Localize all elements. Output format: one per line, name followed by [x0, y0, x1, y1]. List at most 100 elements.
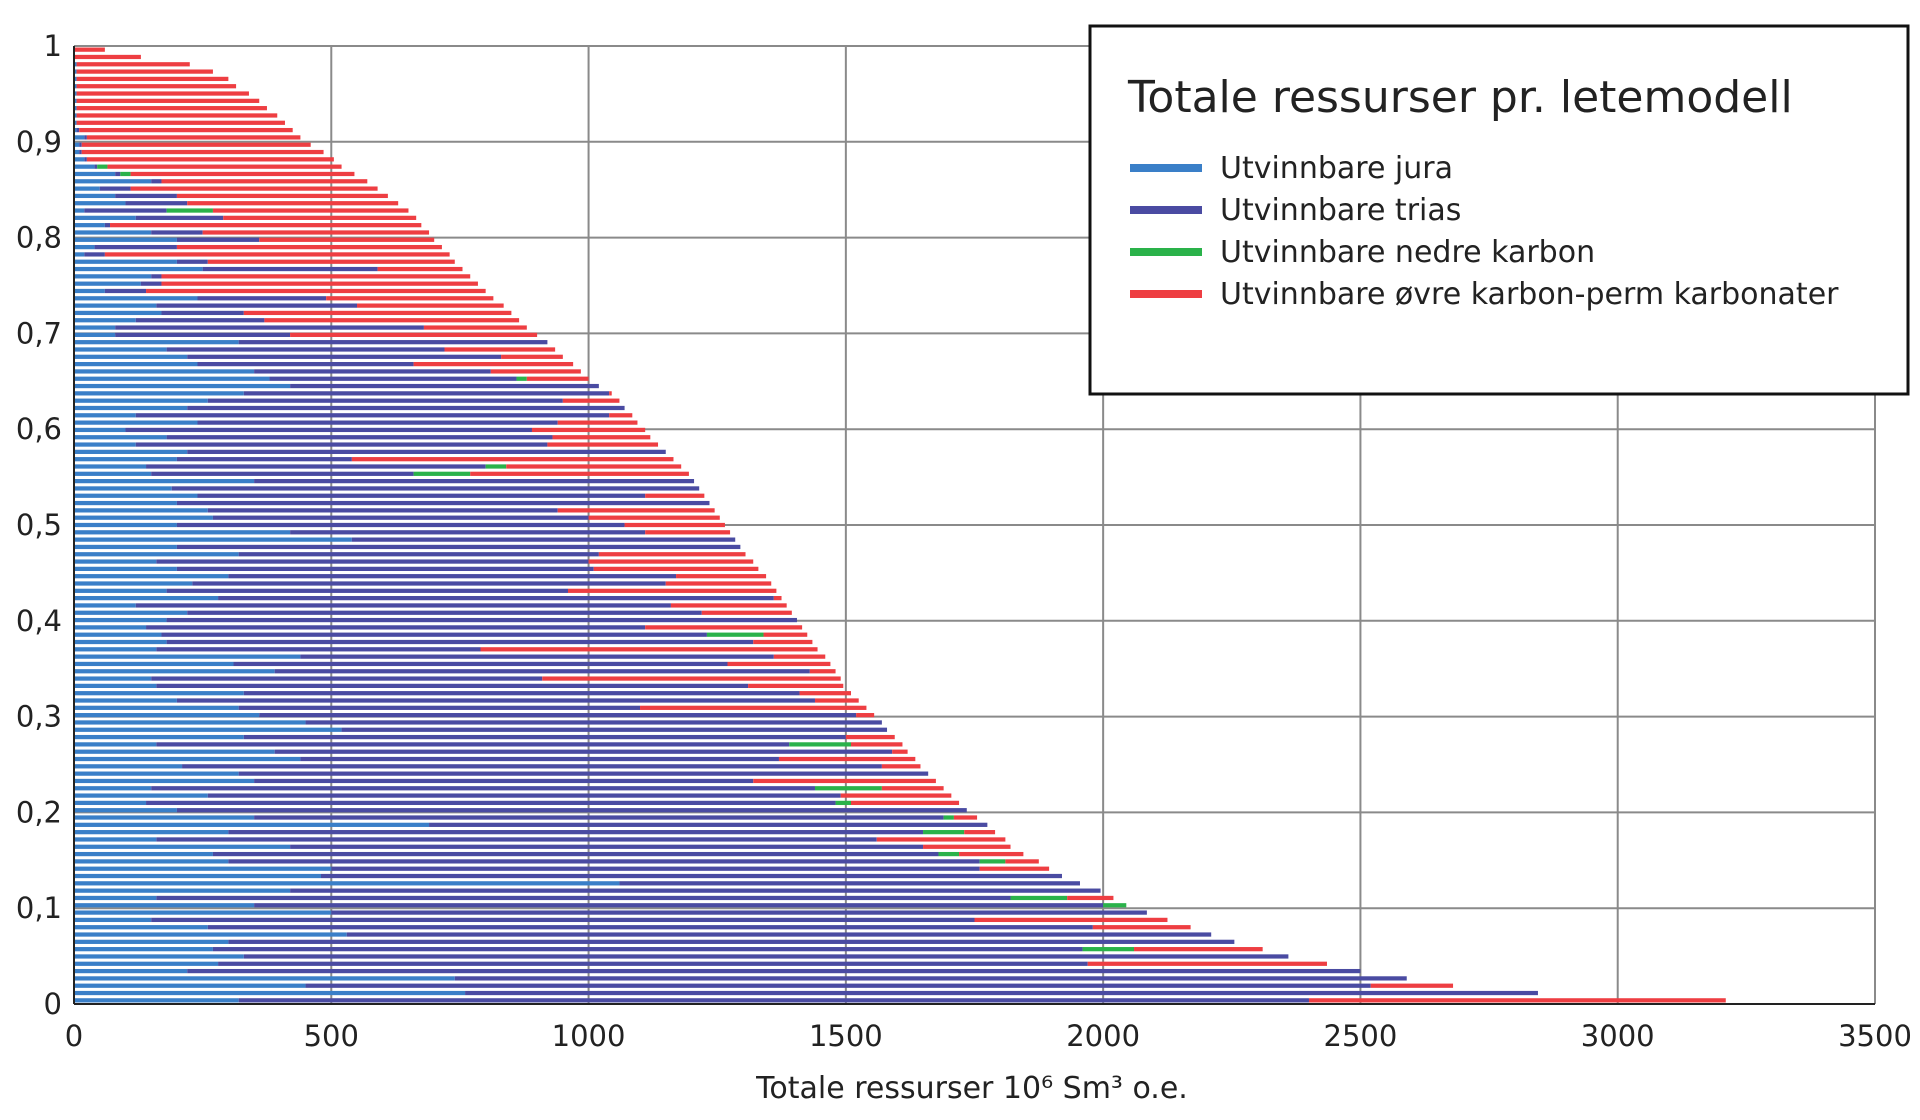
bar-segment-trias — [187, 354, 502, 359]
bar-segment-jura — [74, 493, 198, 498]
bar-segment-ovre-karbon — [552, 435, 651, 440]
bar-segment-jura — [74, 84, 77, 89]
bar-segment-ovre-karbon — [423, 325, 527, 330]
bar-segment-trias — [259, 713, 857, 718]
bar-segment-trias — [192, 581, 666, 586]
bar-segment-jura — [74, 881, 620, 886]
y-tick-label: 0,1 — [16, 891, 62, 925]
bar-segment-ovre-karbon — [212, 208, 409, 213]
bar-segment-jura — [74, 588, 167, 593]
bar-segment-jura — [74, 830, 229, 835]
bar-segment-jura — [74, 793, 208, 798]
bar-segment-trias — [125, 201, 188, 206]
bar-segment-jura — [74, 113, 77, 118]
bar-segment-jura — [74, 413, 136, 418]
bar-segment-trias — [151, 471, 414, 476]
bar-segment-trias — [187, 405, 625, 411]
bar-segment-trias — [135, 442, 548, 447]
bar-segment-jura — [74, 778, 255, 784]
bar-segment-jura — [74, 259, 177, 264]
bar-segment-trias — [156, 742, 790, 747]
bar-segment-jura — [74, 771, 239, 776]
bar-segment-trias — [254, 815, 944, 820]
bar-segment-trias — [207, 398, 563, 403]
bar-segment-ovre-karbon — [588, 515, 720, 520]
bar-segment-jura — [74, 340, 239, 345]
bar-segment-ovre-karbon — [609, 391, 612, 396]
bar-segment-jura — [74, 244, 95, 250]
bar-segment-ovre-karbon — [76, 106, 267, 111]
bar-segment-jura — [74, 457, 177, 462]
bar-segment-trias — [197, 420, 558, 425]
legend: Totale ressurser pr. letemodell Utvinnba… — [1088, 24, 1910, 396]
bar-segment-jura — [74, 471, 152, 476]
bar-segment-trias — [290, 383, 599, 389]
bar-segment-trias — [290, 888, 1101, 893]
bar-segment-jura — [74, 903, 255, 908]
bar-segment-trias — [156, 559, 589, 564]
bar-segment-ovre-karbon — [176, 193, 388, 199]
bar-segment-jura — [74, 435, 167, 440]
bar-segment-nedre-karbon — [97, 164, 108, 169]
bar-segment-ovre-karbon — [557, 420, 638, 425]
bar-segment-jura — [74, 354, 188, 359]
bar-segment-jura — [74, 552, 239, 557]
bar-segment-trias — [171, 486, 700, 491]
bar-segment-jura — [74, 427, 126, 433]
bar-segment-jura — [74, 142, 80, 147]
bar-segment-ovre-karbon — [840, 793, 952, 798]
bar-segment-jura — [74, 669, 275, 674]
y-tick-label: 0,5 — [16, 508, 62, 542]
y-tick-label: 0,8 — [16, 221, 62, 255]
bar-segment-ovre-karbon — [1134, 947, 1263, 952]
bar-segment-trias — [202, 266, 378, 272]
bar-segment-ovre-karbon — [377, 266, 463, 272]
bar-segment-jura — [74, 157, 85, 162]
bar-segment-jura — [74, 976, 455, 981]
bar-segment-jura — [74, 508, 208, 513]
bar-segment-nedre-karbon — [814, 786, 882, 791]
bar-segment-ovre-karbon — [567, 588, 777, 593]
bar-segment-ovre-karbon — [773, 654, 826, 659]
bar-segment-jura — [74, 559, 157, 564]
bar-segment-jura — [74, 990, 466, 996]
bar-segment-trias — [274, 749, 893, 754]
bar-segment-jura — [74, 530, 291, 535]
bar-segment-jura — [74, 683, 157, 689]
legend-box — [1088, 24, 1910, 396]
bar-segment-jura — [74, 851, 213, 857]
bar-segment-ovre-karbon — [881, 786, 944, 791]
bar-segment-trias — [218, 596, 774, 601]
bar-segment-jura — [74, 786, 152, 791]
bar-segment-jura — [74, 917, 152, 923]
bar-segment-ovre-karbon — [480, 647, 818, 652]
bar-segment-trias — [104, 223, 111, 228]
bar-segment-trias — [166, 435, 553, 440]
bar-segment-ovre-karbon — [1005, 859, 1039, 864]
bar-segment-ovre-karbon — [1067, 895, 1114, 901]
bar-segment-ovre-karbon — [161, 274, 471, 279]
legend-entry-label: Utvinnbare jura — [1220, 151, 1453, 186]
bar-segment-trias — [166, 347, 445, 352]
bar-segment-ovre-karbon — [76, 120, 285, 125]
y-tick-label: 0 — [44, 987, 62, 1021]
bar-segment-jura — [74, 895, 157, 901]
bar-segment-trias — [151, 676, 543, 681]
y-tick-label: 0,4 — [16, 604, 62, 638]
bar-segment-trias — [125, 427, 532, 433]
bar-segment-ovre-karbon — [856, 713, 875, 718]
bar-segment-jura — [74, 873, 321, 879]
bar-segment-trias — [341, 727, 888, 732]
bar-segment-trias — [300, 756, 779, 762]
bar-segment-jura — [74, 127, 77, 133]
y-tick-label: 0,7 — [16, 316, 62, 350]
bar-segment-jura — [74, 610, 188, 615]
bar-segment-trias — [176, 457, 352, 462]
bar-segment-ovre-karbon — [876, 837, 1006, 842]
bar-segment-trias — [212, 515, 589, 520]
bar-segment-trias — [429, 822, 988, 827]
bar-segment-trias — [228, 859, 980, 864]
bar-segment-jura — [74, 625, 147, 630]
bar-segment-ovre-karbon — [86, 135, 301, 140]
